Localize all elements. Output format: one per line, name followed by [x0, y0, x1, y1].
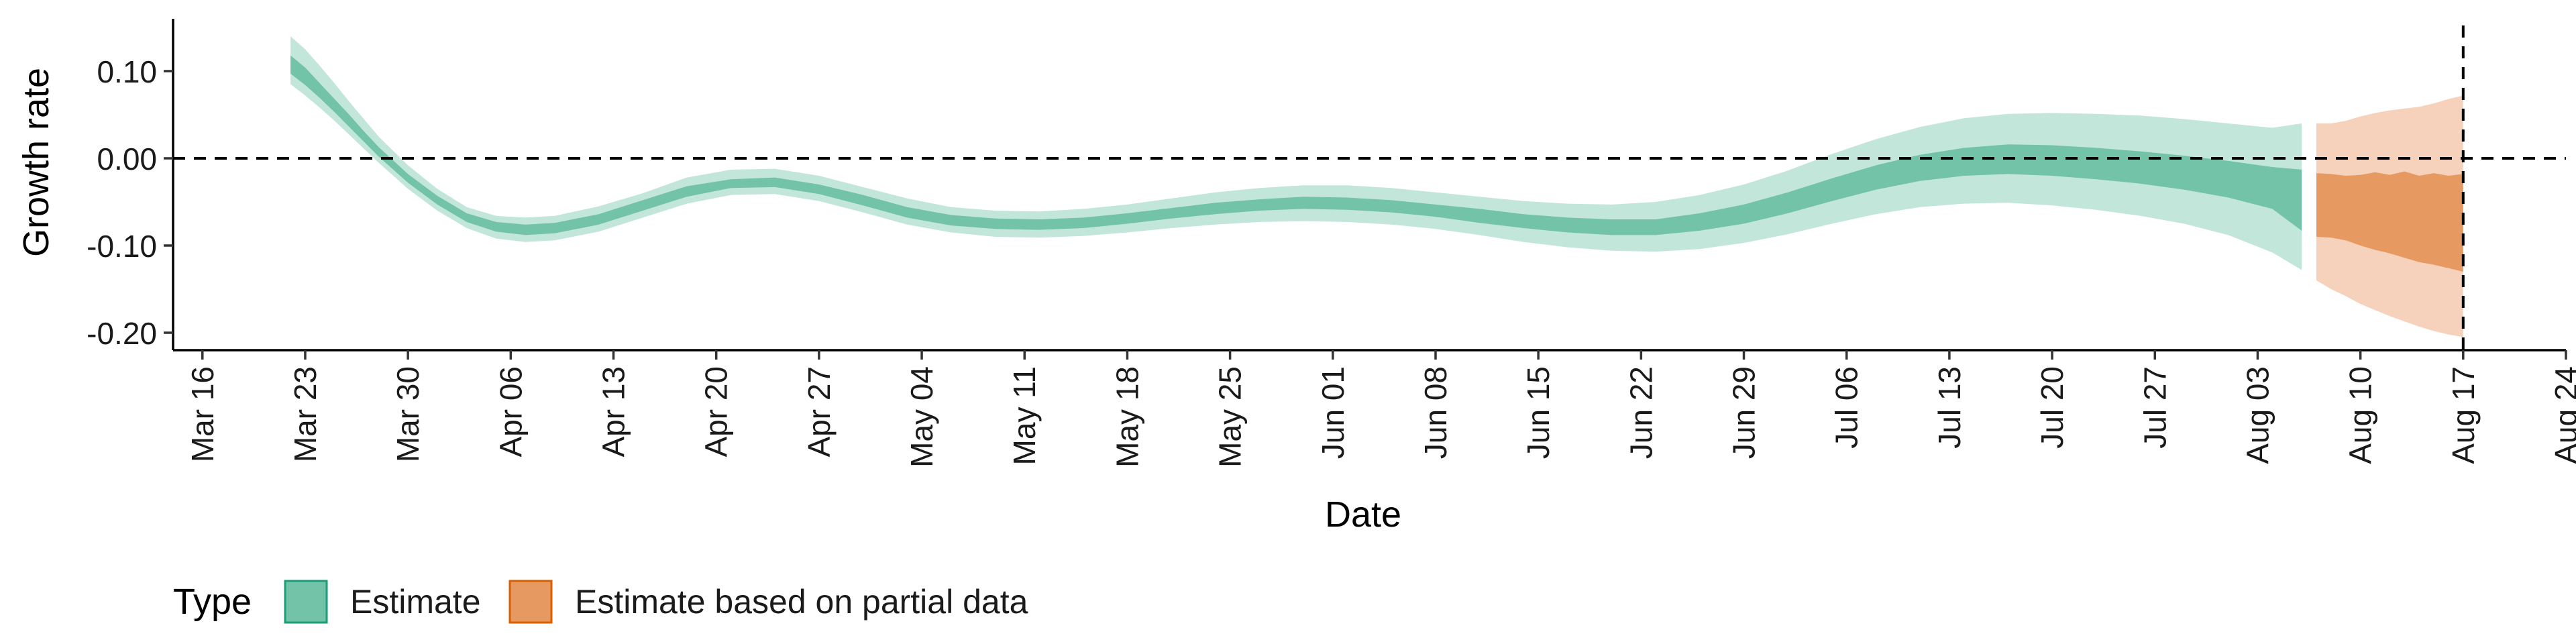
bands-layer [290, 36, 2463, 337]
y-axis-ticks: 0.10 0.00 -0.10 -0.20 [87, 54, 173, 351]
x-tick-label: Jun 22 [1623, 366, 1658, 459]
x-tick-label: Jun 01 [1316, 366, 1350, 459]
y-tick-label: -0.10 [87, 229, 157, 264]
x-tick-label: Jul 27 [2137, 366, 2172, 449]
series-0-band-90 [290, 36, 2302, 270]
y-axis-title: Growth rate [16, 68, 56, 257]
legend-key-estimate [284, 580, 328, 624]
series-1-band-50 [2316, 171, 2463, 272]
y-tick-label: 0.00 [97, 142, 157, 176]
x-tick-label: Jul 06 [1829, 366, 1864, 449]
x-tick-label: Mar 16 [185, 366, 220, 462]
x-tick-label: May 04 [904, 366, 939, 468]
x-tick-label: Jun 29 [1727, 366, 1762, 459]
x-axis-ticks: Mar 16 Mar 23 Mar 30 Apr 06 Apr 13 Apr 20 Apr … [185, 350, 2576, 468]
legend-label-estimate: Estimate [350, 583, 481, 621]
x-tick-label: Jul 13 [1932, 366, 1967, 449]
x-tick-label: Aug 24 [2548, 366, 2576, 464]
x-tick-label: Mar 30 [390, 366, 425, 462]
x-tick-label: Mar 23 [288, 366, 323, 462]
reference-lines [173, 25, 2566, 350]
x-tick-label: Apr 27 [802, 366, 837, 458]
x-tick-label: Jul 20 [2035, 366, 2070, 449]
x-tick-label: Aug 10 [2343, 366, 2378, 464]
legend-label-partial: Estimate based on partial data [575, 583, 1028, 621]
x-tick-label: Apr 13 [596, 366, 631, 458]
legend-title: Type [173, 582, 252, 622]
x-tick-label: Apr 20 [699, 366, 734, 458]
series-0-band-50 [290, 55, 2302, 235]
x-tick-label: Aug 03 [2240, 366, 2275, 464]
y-tick-label: -0.20 [87, 316, 157, 351]
x-tick-label: May 18 [1110, 366, 1144, 468]
legend-key-partial [508, 580, 553, 624]
y-tick-label: 0.10 [97, 54, 157, 89]
x-tick-label: Aug 17 [2446, 366, 2481, 464]
x-tick-label: May 25 [1213, 366, 1248, 468]
x-tick-label: Jun 08 [1418, 366, 1453, 459]
x-tick-label: Jun 15 [1521, 366, 1556, 459]
x-tick-label: Apr 06 [493, 366, 528, 458]
x-axis-title: Date [1325, 494, 1401, 535]
axes [172, 19, 2566, 352]
legend: Type Estimate Estimate based on partial … [173, 580, 1028, 624]
x-tick-label: May 11 [1007, 366, 1042, 465]
